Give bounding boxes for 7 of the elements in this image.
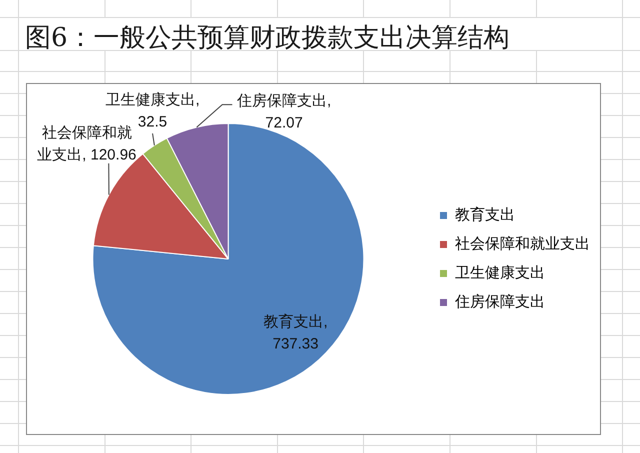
legend-label: 教育支出 [455,206,515,224]
legend-label: 住房保障支出 [454,294,545,311]
data-label: 教育支出, 737.33 [263,313,328,352]
data-label: 住房保障支出, 72.07 [236,92,332,132]
chart-title: 图6：一般公共预算财政拨款支出决算结构 [25,22,510,55]
legend-label: 卫生健康支出 [455,264,545,282]
legend-label: 社会保障和就业支出 [455,236,590,253]
